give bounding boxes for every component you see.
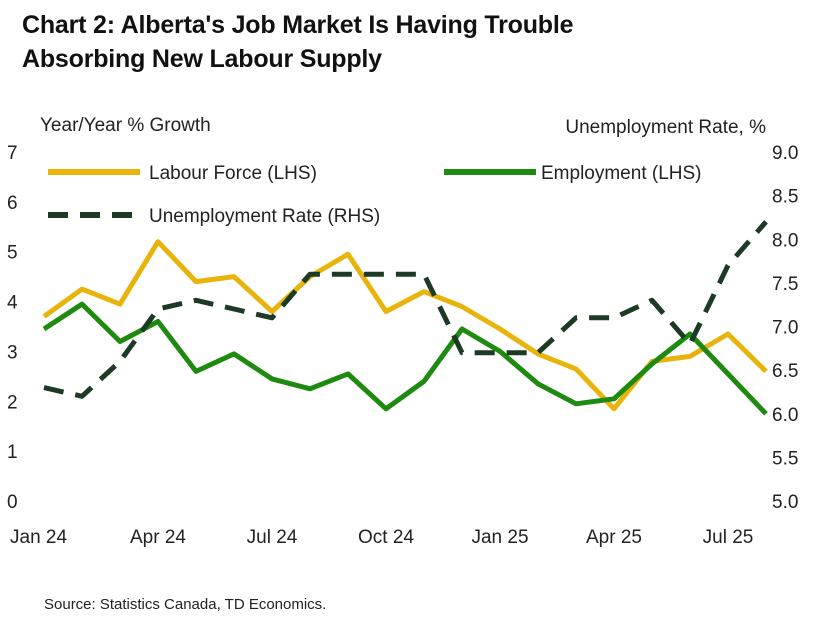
chart-title-line-1: Chart 2: Alberta's Job Market Is Having …	[22, 11, 574, 39]
left-tick-label: 1	[7, 442, 18, 463]
right-tick-label: 5.0	[772, 492, 798, 513]
right-tick-label: 7.0	[772, 318, 798, 339]
right-tick-label: 7.5	[772, 274, 798, 295]
legend: Labour Force (LHS) Employment (LHS) Unem…	[48, 163, 702, 227]
legend-label-employment: Employment (LHS)	[541, 163, 702, 184]
x-tick-label: Apr 25	[586, 527, 642, 548]
series-line-unemployment-rate	[43, 220, 768, 399]
series-lines	[42, 220, 768, 416]
x-tick-label: Oct 24	[358, 527, 414, 548]
left-axis-ticks: 0 1 2 3 4 5 6 7	[7, 143, 18, 513]
chart-title: Chart 2: Alberta's Job Market Is Having …	[22, 8, 574, 76]
x-tick-label: Jul 24	[247, 527, 298, 548]
left-tick-label: 0	[7, 492, 18, 513]
x-tick-label: Jul 25	[703, 527, 754, 548]
legend-label-labour-force: Labour Force (LHS)	[149, 163, 317, 184]
right-tick-label: 9.0	[772, 143, 798, 164]
x-axis-ticks: Jan 24 Apr 24 Jul 24 Oct 24 Jan 25 Apr 25 Jul …	[10, 527, 753, 548]
legend-label-unemployment-rate: Unemployment Rate (RHS)	[149, 206, 380, 227]
right-tick-label: 8.0	[772, 230, 798, 251]
right-tick-label: 6.0	[772, 405, 798, 426]
right-tick-label: 6.5	[772, 361, 798, 382]
right-tick-label: 8.5	[772, 187, 798, 208]
left-tick-label: 7	[7, 143, 18, 164]
left-tick-label: 2	[7, 392, 18, 413]
left-tick-label: 4	[7, 293, 18, 314]
x-tick-label: Jan 24	[10, 527, 67, 548]
left-tick-label: 3	[7, 342, 18, 363]
series-line-employment	[42, 301, 768, 416]
right-axis-label: Unemployment Rate, %	[565, 117, 766, 138]
left-tick-label: 6	[7, 193, 18, 214]
source-note: Source: Statistics Canada, TD Economics.	[44, 596, 327, 613]
x-tick-label: Jan 25	[471, 527, 528, 548]
left-axis-label: Year/Year % Growth	[40, 115, 211, 136]
right-axis-ticks: 5.0 5.5 6.0 6.5 7.0 7.5 8.0 8.5 9.0	[772, 143, 798, 513]
x-tick-label: Apr 24	[130, 527, 186, 548]
left-tick-label: 5	[7, 243, 18, 264]
right-tick-label: 5.5	[772, 448, 798, 469]
chart-title-line-2: Absorbing New Labour Supply	[22, 45, 382, 73]
